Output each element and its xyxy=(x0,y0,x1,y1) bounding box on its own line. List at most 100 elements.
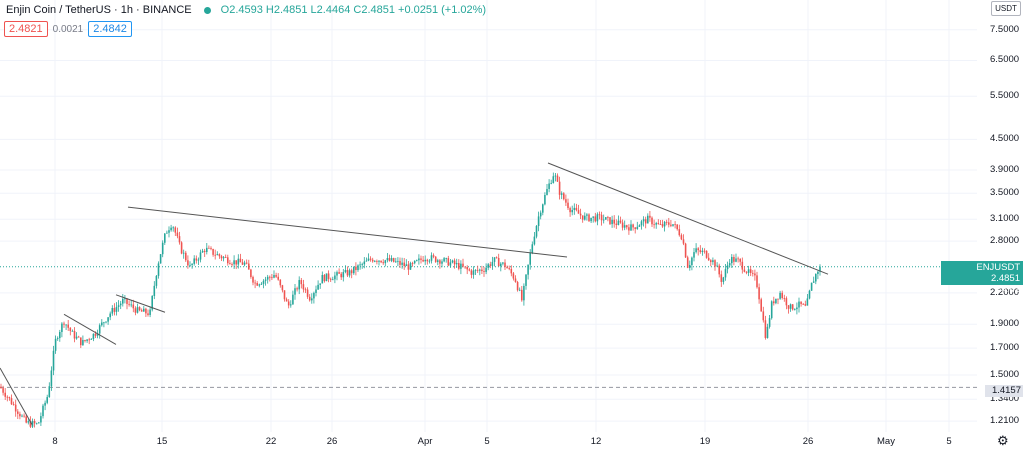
gear-icon[interactable]: ⚙ xyxy=(997,433,1009,448)
candle-body xyxy=(649,215,651,218)
candle-body xyxy=(712,260,714,263)
candle-body xyxy=(531,244,534,253)
candle-body xyxy=(437,260,439,262)
x-tick-label: 15 xyxy=(156,436,168,447)
candle-body xyxy=(157,263,160,276)
candle-body xyxy=(6,396,9,398)
candle-body xyxy=(644,219,647,224)
candle-body xyxy=(737,258,739,260)
candle-body xyxy=(516,282,519,291)
y-tick-label: 3.9000 xyxy=(990,164,1020,176)
candle-body xyxy=(462,263,464,267)
candle-body xyxy=(327,273,330,279)
candle-body xyxy=(705,250,708,258)
trend-line[interactable] xyxy=(127,206,568,258)
candle-body xyxy=(266,276,269,280)
candle-body xyxy=(539,212,542,217)
ohlc-values: O2.4593 H2.4851 L2.4464 C2.4851 +0.0251 … xyxy=(220,4,487,16)
candle-body xyxy=(733,256,735,262)
currency-badge[interactable]: USDT xyxy=(991,1,1021,16)
trend-line[interactable] xyxy=(547,162,829,275)
candle-body xyxy=(728,263,731,266)
candle-body xyxy=(245,262,248,264)
candle-body xyxy=(479,269,481,271)
symbol-title[interactable]: Enjin Coin / TetherUS · 1h · BINANCE xyxy=(6,4,192,16)
candle-body xyxy=(355,266,357,271)
candle-body xyxy=(518,289,521,291)
candle-body xyxy=(229,263,231,265)
candle-body xyxy=(741,261,744,270)
candle-body xyxy=(791,304,794,310)
x-tick-label: 12 xyxy=(590,436,602,447)
candle-body xyxy=(216,254,219,256)
candle-body xyxy=(472,270,475,275)
candle-body xyxy=(514,278,517,283)
y-tick-label: 1.5000 xyxy=(990,369,1020,380)
trend-line[interactable] xyxy=(63,313,117,345)
candle-body xyxy=(98,325,101,334)
candle-body xyxy=(380,260,382,263)
candle-body xyxy=(689,265,691,268)
candle-body xyxy=(819,266,821,272)
candle-body xyxy=(672,224,674,226)
candle-body xyxy=(554,175,557,177)
sell-price-button[interactable]: 2.4821 xyxy=(4,21,48,37)
candle-body xyxy=(361,264,363,266)
trend-line[interactable] xyxy=(0,367,33,425)
candle-body xyxy=(145,308,147,314)
candle-body xyxy=(745,271,748,273)
candle-body xyxy=(340,273,342,278)
candle-body xyxy=(189,264,191,266)
candle-body xyxy=(749,269,752,273)
candle-body xyxy=(367,258,370,261)
candle-body xyxy=(357,265,359,271)
candle-body xyxy=(140,310,143,312)
candle-body xyxy=(720,274,723,282)
candle-body xyxy=(533,236,536,245)
trend-line[interactable] xyxy=(115,294,166,313)
candle-body xyxy=(292,294,294,305)
candle-body xyxy=(96,333,99,336)
candle-body xyxy=(290,304,292,306)
candle-body xyxy=(441,261,443,264)
price-axis[interactable] xyxy=(977,0,1024,452)
candle-body xyxy=(239,258,242,263)
candle-body xyxy=(630,224,632,231)
candle-body xyxy=(344,269,347,273)
candle-body xyxy=(248,263,250,270)
candle-body xyxy=(65,324,67,326)
candle-body xyxy=(407,264,410,270)
candle-body xyxy=(101,322,103,326)
candle-body xyxy=(90,338,93,340)
candle-body xyxy=(82,340,84,346)
candle-body xyxy=(680,235,683,240)
candle-body xyxy=(794,309,796,310)
candle-body xyxy=(214,254,216,256)
candle-body xyxy=(724,269,727,278)
candle-body xyxy=(731,256,733,264)
candle-body xyxy=(726,265,729,270)
candle-body xyxy=(161,242,164,255)
y-tick-label: 7.5000 xyxy=(990,23,1020,35)
candle-body xyxy=(147,313,149,315)
candle-body xyxy=(632,224,634,228)
candle-body xyxy=(640,221,643,226)
candle-body xyxy=(762,311,765,321)
candle-body xyxy=(235,260,237,265)
y-tick-label: 2.8000 xyxy=(990,235,1020,247)
candle-body xyxy=(434,256,437,262)
y-tick-label: 4.5000 xyxy=(990,133,1020,145)
buy-price-button[interactable]: 2.4842 xyxy=(88,21,132,37)
candle-body xyxy=(107,317,109,322)
level-price-label: 1.4157 xyxy=(985,385,1023,397)
candle-body xyxy=(497,257,500,267)
candle-body xyxy=(552,176,555,183)
candle-body xyxy=(527,264,529,275)
candle-body xyxy=(350,270,353,274)
candle-body xyxy=(401,262,403,265)
candle-body xyxy=(386,258,389,261)
candle-body xyxy=(422,259,424,262)
candle-body xyxy=(449,262,452,266)
candle-body xyxy=(510,268,513,274)
